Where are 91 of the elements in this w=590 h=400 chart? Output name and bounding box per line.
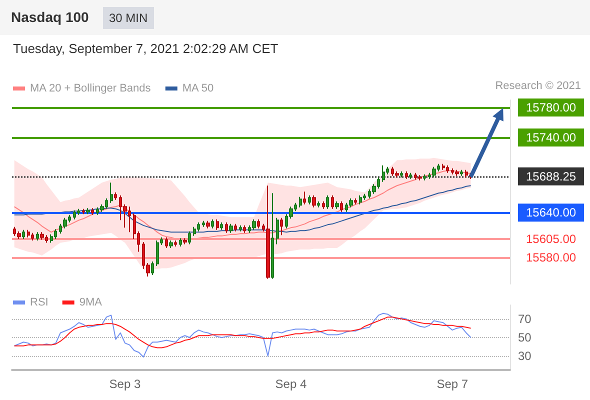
line-series — [14, 316, 472, 348]
candlestick — [156, 240, 159, 266]
candlestick — [36, 232, 39, 241]
legend-label: RSI — [30, 296, 48, 308]
candlestick — [206, 220, 210, 229]
candlestick — [257, 218, 260, 229]
candlestick — [363, 193, 366, 200]
candlestick — [446, 164, 449, 174]
candlestick — [299, 196, 302, 208]
candlestick — [349, 198, 353, 208]
candlestick — [331, 194, 334, 210]
candlestick — [354, 198, 357, 205]
line-series — [14, 185, 472, 233]
candlestick — [303, 191, 306, 205]
candlestick — [22, 229, 25, 240]
candlestick — [271, 192, 274, 280]
candlestick — [202, 220, 205, 228]
candlestick — [423, 174, 426, 181]
candlestick — [220, 222, 223, 230]
y-tick-label: 70 — [518, 312, 532, 326]
candlestick — [91, 208, 94, 216]
candlestick — [335, 200, 339, 210]
candlestick — [179, 238, 182, 247]
candlestick — [395, 170, 399, 178]
candlestick — [188, 230, 191, 245]
candlestick — [340, 200, 343, 212]
candlestick — [239, 224, 242, 232]
candlestick — [266, 185, 270, 280]
candlestick — [326, 194, 329, 210]
candlestick — [442, 163, 445, 170]
candlestick — [252, 218, 256, 230]
x-tick-label: Sep 7 — [436, 377, 468, 391]
candlestick — [243, 224, 246, 234]
candlestick — [317, 200, 320, 208]
y-tick-label: 15605.00 — [526, 232, 576, 246]
candlestick — [276, 217, 279, 245]
candlestick — [465, 169, 468, 178]
candlestick — [114, 192, 117, 200]
candlestick — [183, 238, 187, 245]
candlestick — [174, 240, 177, 247]
candlestick — [17, 230, 21, 240]
candlestick — [151, 260, 154, 276]
candlestick — [312, 194, 316, 208]
chart-title: Nasdaq 100 — [11, 9, 89, 25]
candlestick — [110, 182, 113, 204]
candlestick — [211, 218, 214, 229]
candlestick — [193, 226, 196, 236]
text: Research © 2021 — [495, 80, 581, 92]
candlestick — [280, 217, 283, 236]
candlestick — [359, 194, 362, 205]
candlestick — [77, 208, 80, 216]
text: 30 MIN — [103, 7, 154, 29]
line-series — [14, 312, 472, 358]
candlestick — [73, 210, 76, 220]
candlestick — [31, 232, 34, 241]
y-tick-label: 30 — [518, 349, 532, 364]
candlestick — [86, 208, 90, 215]
candlestick — [455, 169, 459, 176]
legend-label: 9MA — [79, 296, 103, 308]
candlestick — [409, 172, 412, 180]
y-tick-label: 15688.25 — [526, 169, 576, 184]
candlestick — [460, 169, 463, 176]
candlestick — [54, 228, 57, 240]
candlestick — [405, 170, 408, 180]
candlestick — [27, 229, 30, 238]
candlestick — [216, 218, 219, 230]
x-tick-label: Sep 4 — [275, 377, 307, 391]
candlestick — [225, 222, 228, 234]
candlestick — [82, 208, 85, 215]
legend-label: MA 20 + Bollinger Bands — [30, 82, 152, 94]
candlestick — [197, 222, 200, 232]
candlestick — [418, 174, 422, 181]
candlestick — [322, 200, 325, 210]
candlestick — [432, 166, 436, 178]
y-tick-label: 15780.00 — [526, 100, 576, 115]
chart-subtitle: Tuesday, September 7, 2021 2:02:29 AM CET — [13, 41, 278, 56]
x-tick-label: Sep 3 — [109, 377, 141, 391]
y-tick-label: 15640.00 — [526, 206, 576, 220]
candlestick — [234, 223, 237, 232]
y-tick-label: 15580.00 — [526, 250, 576, 265]
candlestick — [308, 194, 311, 205]
candlestick — [169, 240, 173, 248]
y-tick-label: 50 — [518, 330, 532, 344]
candlestick — [165, 236, 168, 248]
line-series — [14, 170, 472, 240]
candlestick — [382, 164, 385, 182]
legend-label: MA 50 — [182, 82, 214, 94]
candlestick — [229, 223, 233, 234]
candlestick — [400, 170, 403, 178]
y-tick-label: 15740.00 — [526, 130, 576, 145]
candlestick — [40, 232, 44, 240]
